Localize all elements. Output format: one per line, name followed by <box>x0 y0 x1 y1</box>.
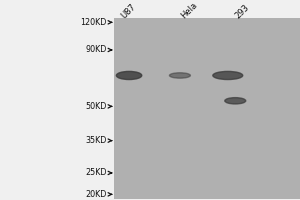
Ellipse shape <box>225 98 246 104</box>
Text: 293: 293 <box>233 3 251 21</box>
Text: 120KD: 120KD <box>80 18 106 27</box>
Ellipse shape <box>169 73 190 78</box>
Text: U87: U87 <box>120 2 138 21</box>
Bar <box>0 18 114 199</box>
Ellipse shape <box>116 71 142 80</box>
Text: 90KD: 90KD <box>85 45 106 54</box>
Text: 20KD: 20KD <box>85 190 106 199</box>
Bar <box>114 18 300 199</box>
Text: 25KD: 25KD <box>85 168 106 177</box>
Text: Hela: Hela <box>179 1 200 21</box>
Ellipse shape <box>213 71 243 80</box>
Text: 50KD: 50KD <box>85 102 106 111</box>
Text: 35KD: 35KD <box>85 136 106 145</box>
